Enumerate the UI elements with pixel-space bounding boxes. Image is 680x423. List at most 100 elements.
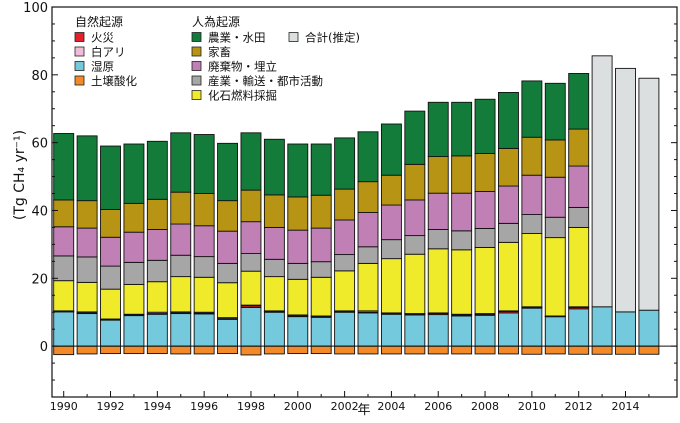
bar-segment-fossil bbox=[451, 249, 473, 315]
bar-segment-agri bbox=[193, 134, 215, 194]
legend-swatch-livestock bbox=[191, 46, 202, 57]
bar-segment-wetland bbox=[170, 313, 192, 347]
bar-segment-wetland bbox=[193, 313, 215, 347]
legend-swatch-fire bbox=[74, 32, 85, 42]
x-tick-label: 1994 bbox=[143, 400, 171, 413]
legend-swatch-industry bbox=[191, 75, 202, 86]
y-tick-label: 80 bbox=[31, 69, 48, 84]
bar-segment-agri bbox=[334, 137, 356, 190]
legend-swatch-fossil bbox=[191, 90, 202, 100]
bar-segment-fossil bbox=[53, 280, 75, 312]
y-axis-label: (Tg CH₄ yr⁻¹) bbox=[12, 130, 28, 220]
bar-segment-soil bbox=[123, 345, 145, 355]
x-tick-label: 2008 bbox=[471, 400, 499, 413]
bar-segment-agri bbox=[170, 132, 192, 193]
bar-segment-livestock bbox=[287, 196, 309, 231]
bar-segment-agri bbox=[380, 123, 402, 176]
bar-segment-agri bbox=[76, 135, 98, 202]
bar-segment-agri bbox=[146, 140, 168, 200]
x-tick-label: 2010 bbox=[518, 400, 546, 413]
bar-segment-wetland bbox=[544, 316, 566, 347]
bar-segment-fossil bbox=[498, 241, 519, 312]
bar-segment-livestock bbox=[100, 209, 121, 238]
bar-segment-soil bbox=[310, 345, 332, 355]
bar-segment-industry bbox=[123, 261, 145, 285]
bar-segment-soil bbox=[53, 345, 75, 356]
bar-segment-wetland bbox=[568, 308, 590, 347]
bar-1995 bbox=[170, 132, 192, 355]
legend-label-fire: 火災 bbox=[91, 31, 114, 45]
bar-segment-agri bbox=[427, 101, 449, 158]
legend-swatch-soil bbox=[74, 75, 85, 86]
bar-segment-industry bbox=[193, 256, 215, 278]
bar-segment-fossil bbox=[240, 270, 262, 306]
bar-segment-industry bbox=[334, 254, 356, 272]
bar-1998 bbox=[240, 132, 262, 356]
bar-segment-total bbox=[615, 67, 636, 313]
bar-segment-total bbox=[638, 77, 660, 311]
bar-segment-wetland bbox=[451, 315, 473, 347]
bar-segment-agri bbox=[100, 145, 121, 210]
bar-segment-soil bbox=[287, 345, 309, 355]
bar-segment-soil bbox=[498, 345, 519, 355]
bar-segment-industry bbox=[357, 246, 379, 264]
bar-segment-fossil bbox=[76, 281, 98, 313]
bar-segment-wetland bbox=[638, 309, 660, 347]
x-tick-label: 1996 bbox=[190, 400, 218, 413]
bar-segment-livestock bbox=[474, 153, 496, 192]
bar-segment-waste bbox=[451, 192, 473, 232]
bar-segment-industry bbox=[100, 265, 121, 290]
y-tick-label: 0 bbox=[40, 340, 48, 355]
bar-segment-waste bbox=[193, 225, 215, 258]
bar-segment-agri bbox=[521, 80, 543, 138]
bar-segment-livestock bbox=[451, 155, 473, 194]
x-tick-label: 2006 bbox=[424, 400, 452, 413]
bar-segment-soil bbox=[240, 345, 262, 356]
bar-segment-fossil bbox=[568, 226, 590, 308]
bar-1999 bbox=[263, 138, 285, 355]
bar-segment-industry bbox=[544, 216, 566, 239]
bar-segment-fossil bbox=[334, 270, 356, 312]
bar-segment-livestock bbox=[310, 194, 332, 229]
bar-segment-soil bbox=[521, 345, 543, 355]
bar-segment-total bbox=[591, 55, 613, 308]
bar-segment-soil bbox=[334, 345, 356, 355]
legend-swatch-wetland bbox=[74, 61, 85, 71]
bar-segment-livestock bbox=[498, 147, 519, 187]
bar-segment-soil bbox=[404, 345, 426, 355]
bar-2005 bbox=[404, 110, 426, 355]
bar-segment-wetland bbox=[217, 318, 239, 347]
bar-segment-livestock bbox=[380, 174, 402, 206]
bar-segment-soil bbox=[146, 345, 168, 355]
legend-swatch-termite bbox=[74, 46, 85, 57]
bar-segment-agri bbox=[263, 138, 285, 196]
bar-segment-fossil bbox=[521, 233, 543, 308]
bar-segment-waste bbox=[498, 185, 519, 224]
bar-segment-fossil bbox=[146, 281, 168, 313]
bar-segment-wetland bbox=[53, 311, 75, 347]
axes-layer: 0 20 40 60 80 100 1990 1992 1994 1996 1998 2000 2002… bbox=[23, 1, 678, 413]
bar-segment-fossil bbox=[193, 276, 215, 313]
bar-segment-livestock bbox=[357, 181, 379, 213]
legend-label-agri: 農業・水田 bbox=[208, 31, 266, 45]
bar-segment-wetland bbox=[474, 314, 496, 347]
bar-segment-industry bbox=[217, 262, 239, 284]
bar-segment-fossil bbox=[357, 262, 379, 312]
x-tick-label: 2000 bbox=[284, 400, 312, 413]
bar-segment-agri bbox=[123, 143, 145, 204]
bar-segment-agri bbox=[544, 82, 566, 141]
bar-segment-industry bbox=[310, 261, 332, 278]
bar-segment-fossil bbox=[170, 276, 192, 313]
bar-segment-wetland bbox=[146, 313, 168, 347]
bar-segment-livestock bbox=[123, 202, 145, 233]
bar-segment-waste bbox=[53, 226, 75, 257]
bar-segment-waste bbox=[146, 229, 168, 261]
x-tick-label: 2014 bbox=[612, 400, 640, 413]
legend-label-waste: 廃棄物・埋立 bbox=[208, 60, 277, 74]
legend-label-soil: 土壌酸化 bbox=[91, 74, 137, 88]
y-tick-label: 20 bbox=[31, 272, 48, 287]
bar-segment-fossil bbox=[404, 253, 426, 315]
bar-1991 bbox=[76, 135, 98, 355]
bar-segment-wetland bbox=[591, 306, 613, 347]
